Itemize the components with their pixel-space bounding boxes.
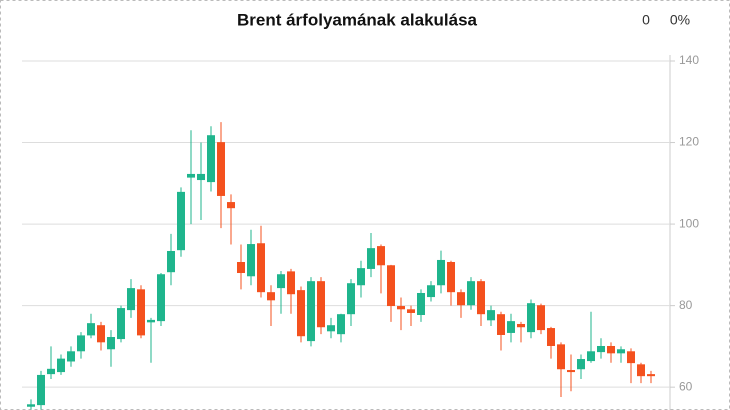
candle-body [237, 262, 245, 274]
candle-body [437, 259, 445, 286]
candle-body [577, 359, 585, 370]
candle-body [87, 323, 95, 336]
candle-body [357, 268, 365, 286]
candle-body [527, 303, 535, 333]
chart-title: Brent árfolyamának alakulása [237, 10, 478, 29]
candle-body [167, 250, 175, 273]
candle-body [107, 337, 115, 350]
candle-body [267, 292, 275, 301]
candle-body [327, 325, 335, 332]
candle-body [597, 345, 605, 353]
candle-body [517, 323, 525, 328]
candle-body [447, 262, 455, 293]
candle-body [407, 309, 415, 313]
candle-body [387, 265, 395, 307]
y-tick-label: 100 [679, 216, 699, 230]
candle-body [177, 191, 185, 251]
y-tick-label: 120 [679, 135, 699, 149]
candle-body [97, 325, 105, 343]
candle-body [457, 292, 465, 306]
header-value: 0% [670, 12, 690, 28]
candle-body [427, 285, 435, 298]
candle-body [277, 274, 285, 289]
candle-body [417, 292, 425, 316]
candle-body [187, 173, 195, 178]
candle-body [287, 271, 295, 295]
candle-body [487, 310, 495, 321]
candle-body [347, 283, 355, 315]
candle-body [317, 281, 325, 328]
candle-body [37, 374, 45, 406]
candle-body [337, 314, 345, 335]
candle-body [127, 288, 135, 311]
candle-body [207, 135, 215, 183]
candle-body [227, 202, 235, 209]
candle-body [557, 344, 565, 370]
candle-body [297, 290, 305, 337]
candle-body [497, 314, 505, 335]
candle-body [47, 368, 55, 375]
candle-body [367, 248, 375, 269]
candle-body [77, 335, 85, 352]
candle-body [27, 404, 35, 407]
candle-body [507, 321, 515, 333]
y-tick-label: 60 [679, 379, 693, 393]
candle-body [377, 246, 385, 266]
candle-body [307, 281, 315, 342]
candle-body [247, 244, 255, 277]
candle-body [477, 281, 485, 315]
candle-body [567, 370, 575, 373]
candle-body [537, 305, 545, 331]
candle-body [637, 364, 645, 377]
candle-body [157, 274, 165, 322]
y-tick-label: 80 [679, 298, 693, 312]
candle-body [587, 351, 595, 362]
candle-body [57, 358, 65, 373]
candle-body [117, 308, 125, 340]
candle-body [257, 243, 265, 293]
candle-body [67, 351, 75, 362]
candle-body [197, 173, 205, 181]
candle-body [147, 319, 155, 323]
candle-body [397, 306, 405, 310]
candle-body [627, 351, 635, 364]
candle-body [137, 289, 145, 336]
header-value: 0 [642, 12, 650, 28]
candle-body [217, 142, 225, 196]
candle-body [547, 328, 555, 346]
y-tick-label: 140 [679, 53, 699, 67]
candle-body [647, 374, 655, 377]
candle-body [467, 281, 475, 306]
candle-body [617, 349, 625, 354]
candle-body [607, 345, 615, 354]
